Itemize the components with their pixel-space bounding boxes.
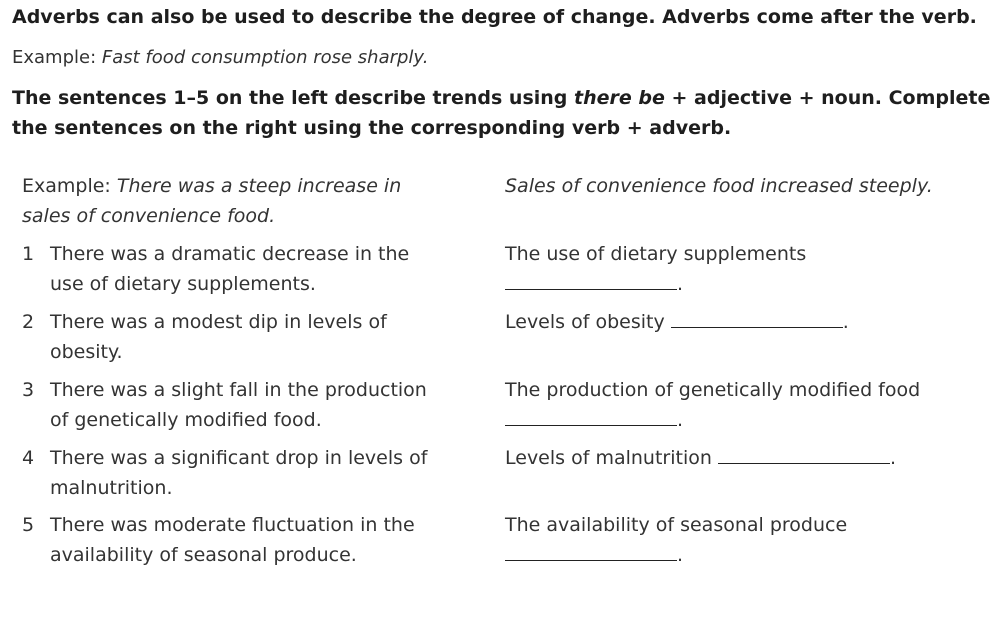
item-number: 4 (22, 447, 35, 469)
answer-blank[interactable] (717, 445, 890, 464)
item-left-line1: There was a significant drop in levels o… (50, 447, 428, 469)
item-left: There was a slight fall in the productio… (50, 375, 427, 435)
example-left-text1: There was a steep increase in (116, 175, 402, 197)
item-left-line2: of genetically modified food. (50, 409, 322, 431)
instructions-italic: there be (574, 87, 665, 109)
item-number: 1 (22, 243, 35, 265)
answer-blank[interactable] (670, 309, 843, 328)
intro-example-label: Example: (12, 47, 102, 68)
item-right-text: Levels of obesity (505, 311, 665, 333)
item-right-text: Levels of malnutrition (505, 447, 712, 469)
item-left-line1: There was moderate fluctuation in the (50, 514, 415, 536)
item-left-line1: There was a dramatic decrease in the (50, 243, 410, 265)
example-left: Example: There was a steep increase in s… (22, 171, 401, 231)
example-right: Sales of convenience food increased stee… (505, 175, 933, 197)
item-right: Levels of obesity . (505, 307, 849, 337)
item-right: The use of dietary supplements . (505, 239, 806, 299)
item-left: There was a dramatic decrease in the use… (50, 239, 409, 299)
item-left-line1: There was a modest dip in levels of (50, 311, 387, 333)
item-right: Levels of malnutrition . (505, 443, 896, 473)
item-number: 3 (22, 379, 35, 401)
item-right-line1: The use of dietary supplements (505, 243, 807, 265)
item-right-line2: . (505, 540, 847, 570)
item-right-line2: . (505, 269, 806, 299)
example-left-line1: Example: There was a steep increase in (22, 171, 401, 201)
item-left: There was moderate fluctuation in the av… (50, 510, 415, 570)
item-end-punct: . (677, 409, 684, 431)
item-left-line2: obesity. (50, 341, 123, 363)
item-right-line2: . (505, 405, 920, 435)
item-number: 2 (22, 311, 35, 333)
answer-blank[interactable] (505, 271, 677, 290)
item-right-line1: Levels of obesity . (505, 307, 849, 337)
item-end-punct: . (842, 311, 849, 333)
item-left-line1: There was a slight fall in the productio… (50, 379, 427, 401)
item-end-punct: . (889, 447, 896, 469)
item-end-punct: . (677, 273, 684, 295)
example-label: Example: (22, 175, 117, 197)
intro-example: Example: Fast food consumption rose shar… (12, 47, 428, 68)
instructions-line1: The sentences 1–5 on the left describe t… (12, 87, 990, 109)
instructions-part1: The sentences 1–5 on the left describe t… (12, 87, 575, 109)
item-left-line2: use of dietary supplements. (50, 273, 316, 295)
item-right: The availability of seasonal produce . (505, 510, 847, 570)
instructions-part2: + adjective + noun. Complete (664, 87, 990, 109)
answer-blank[interactable] (505, 407, 677, 426)
item-right-line1: Levels of malnutrition . (505, 443, 896, 473)
item-right-line1: The availability of seasonal produce (505, 514, 848, 536)
item-right-line1: The production of genetically modified f… (505, 379, 921, 401)
example-left-text2: sales of convenience food. (22, 205, 276, 227)
item-left: There was a significant drop in levels o… (50, 443, 427, 503)
answer-blank[interactable] (505, 542, 677, 561)
intro-heading: Adverbs can also be used to describe the… (12, 6, 977, 28)
item-number: 5 (22, 514, 35, 536)
item-end-punct: . (677, 544, 684, 566)
item-left: There was a modest dip in levels of obes… (50, 307, 387, 367)
instructions-line2: the sentences on the right using the cor… (12, 117, 732, 139)
item-left-line2: availability of seasonal produce. (50, 544, 357, 566)
intro-example-text: Fast food consumption rose sharply. (101, 47, 429, 68)
item-right: The production of genetically modified f… (505, 375, 920, 435)
item-left-line2: malnutrition. (50, 477, 173, 499)
